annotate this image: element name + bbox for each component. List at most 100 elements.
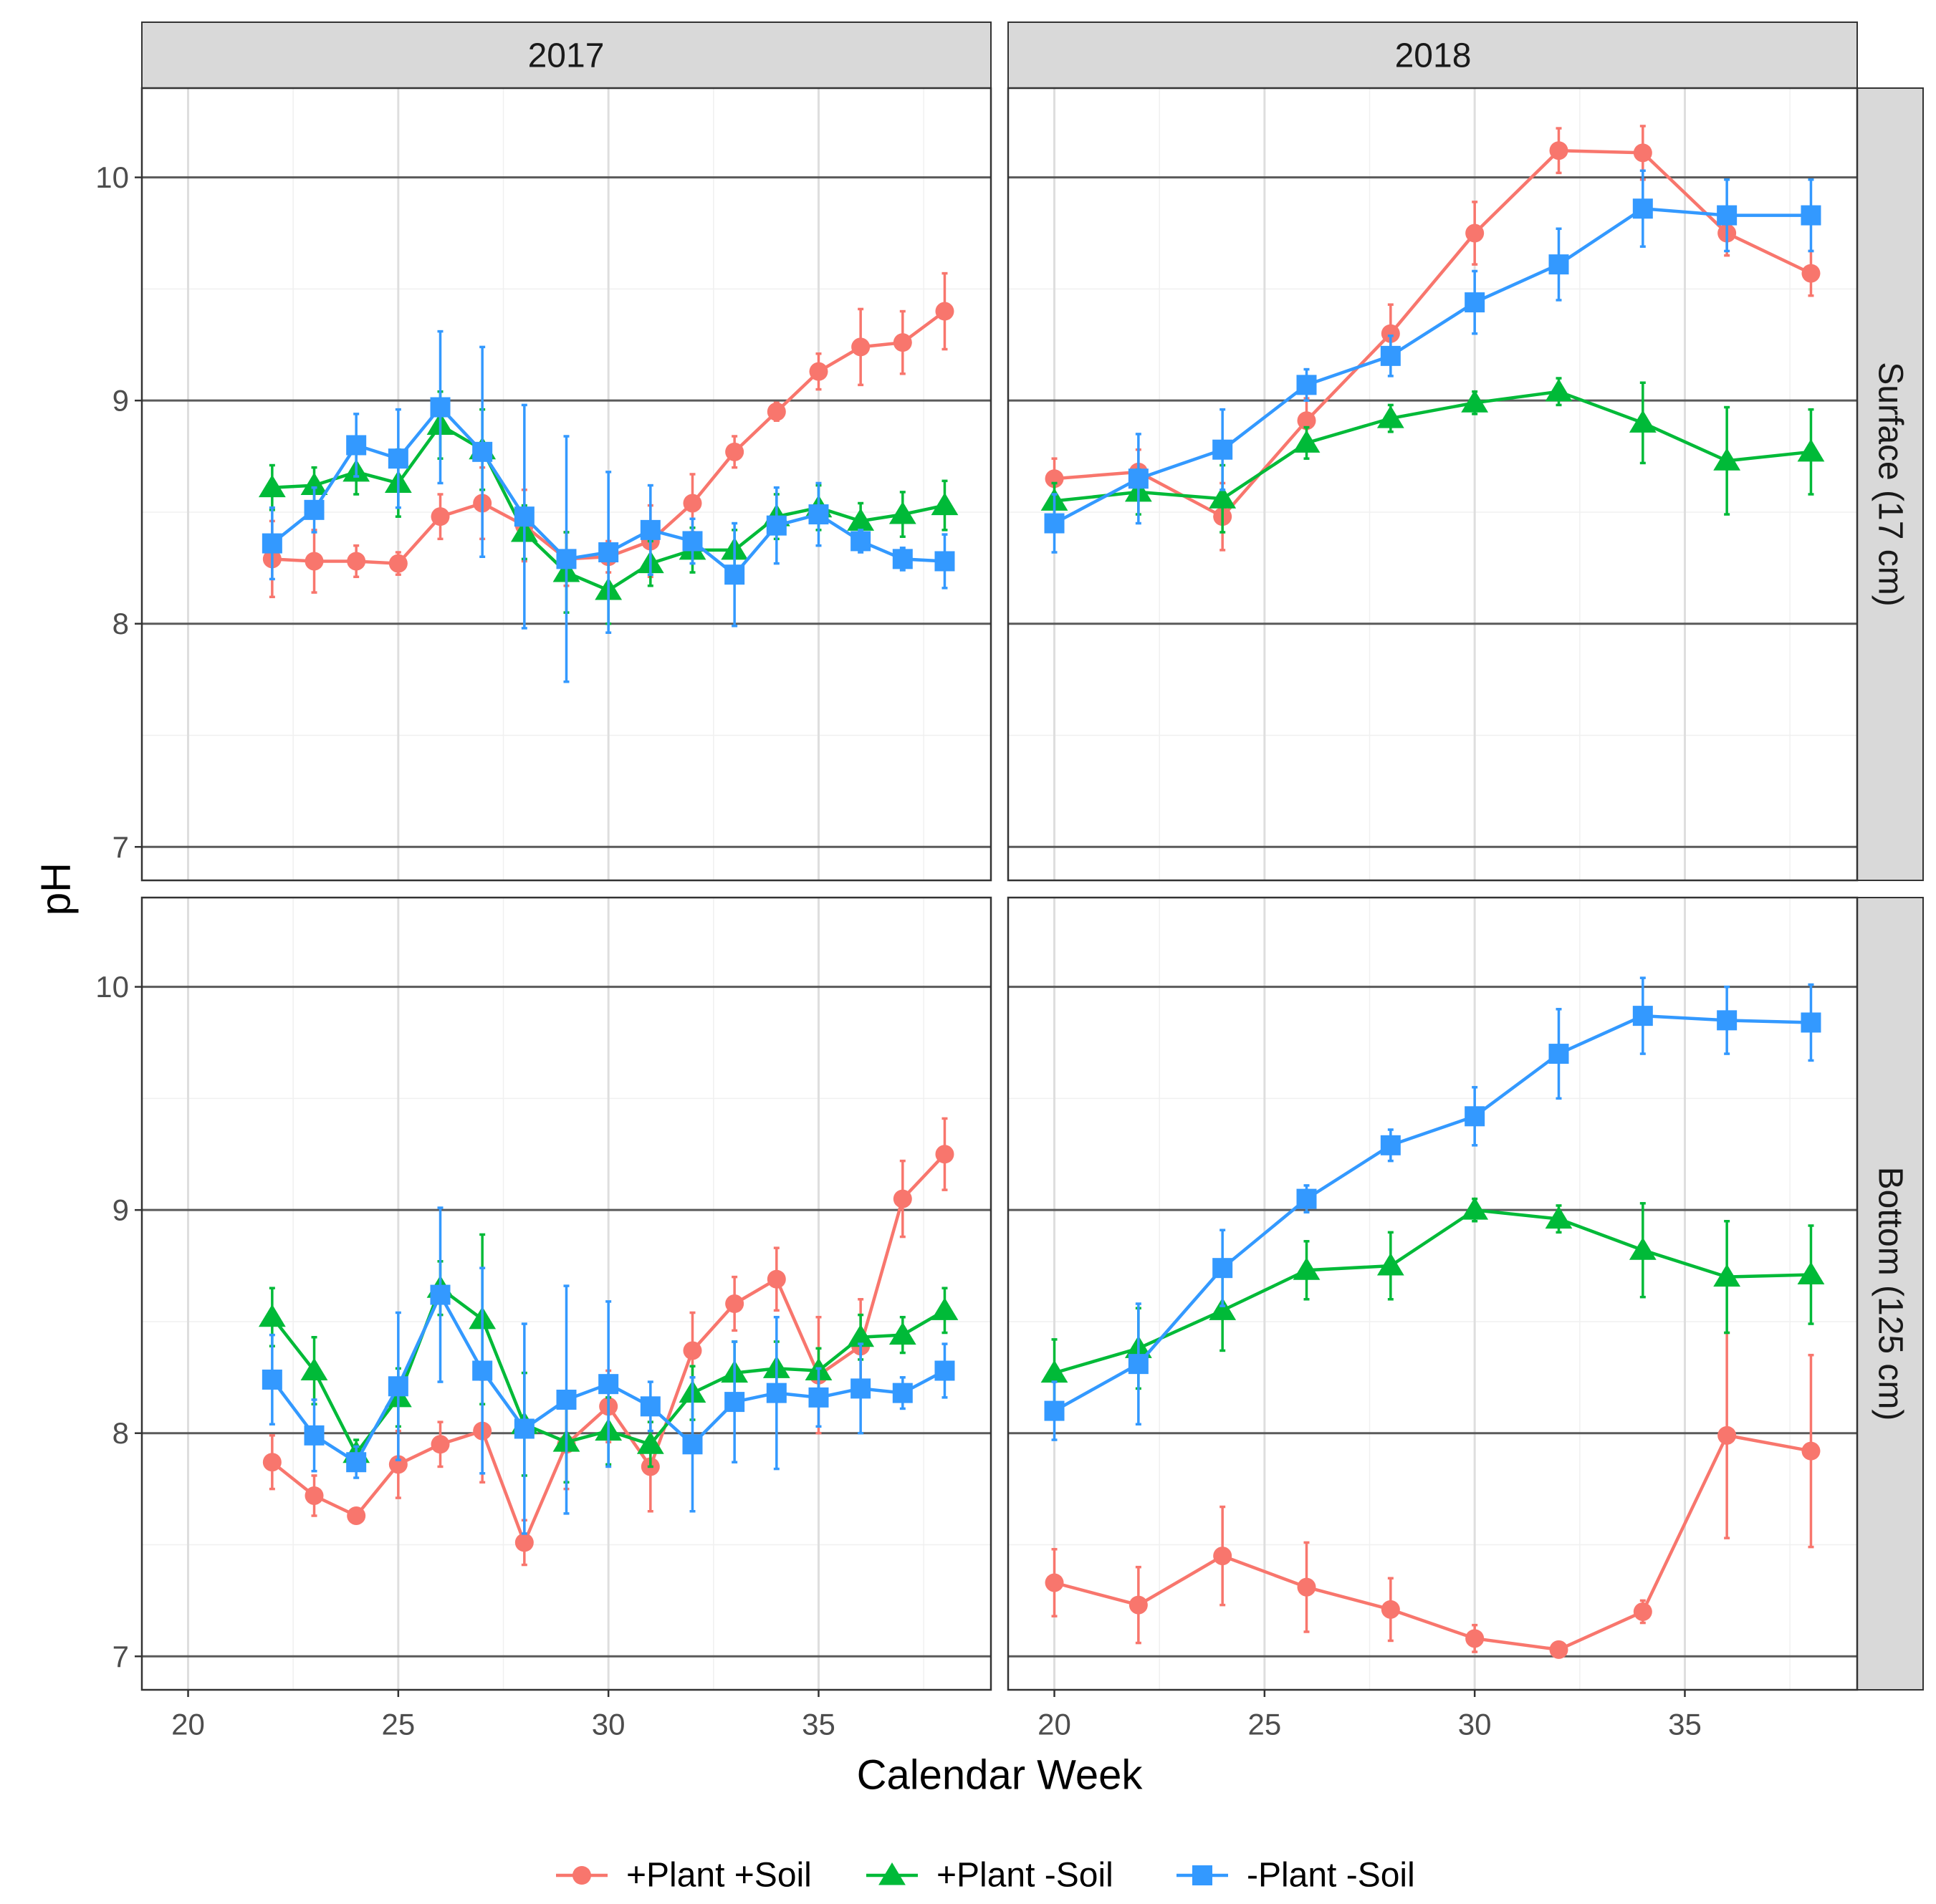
data-point xyxy=(1465,223,1485,243)
data-point xyxy=(725,442,744,461)
data-point xyxy=(1461,1197,1489,1220)
data-point xyxy=(1297,411,1316,431)
data-point xyxy=(1713,1264,1741,1287)
panel-2018-bottom xyxy=(1007,896,1859,1691)
data-point xyxy=(430,397,451,418)
y-tick-label: 9 xyxy=(112,384,129,418)
data-point xyxy=(1045,469,1064,489)
series-plant-soil-2018-bottom-125-cm xyxy=(1045,1331,1821,1659)
data-point xyxy=(430,1284,451,1305)
x-tick-label: 20 xyxy=(1038,1708,1071,1741)
data-point xyxy=(850,531,871,552)
data-point xyxy=(1632,198,1653,219)
data-point xyxy=(934,1360,955,1381)
data-point xyxy=(636,1431,664,1454)
data-point xyxy=(931,1297,959,1320)
data-point xyxy=(1380,1135,1401,1155)
legend-label: -Plant -Soil xyxy=(1247,1857,1415,1895)
data-point xyxy=(767,1269,786,1289)
data-point xyxy=(514,506,535,527)
series-line xyxy=(1053,1433,1811,1652)
data-point xyxy=(892,549,913,569)
data-point xyxy=(1717,1425,1737,1445)
data-point xyxy=(388,1455,408,1474)
x-tick-label: 30 xyxy=(592,1708,626,1741)
data-point xyxy=(388,448,408,469)
data-point xyxy=(598,542,619,563)
data-point xyxy=(346,1452,367,1473)
data-point xyxy=(725,1294,744,1314)
x-tick-label: 20 xyxy=(171,1708,205,1741)
data-point xyxy=(682,1434,703,1455)
series-line xyxy=(1053,206,1811,525)
data-point xyxy=(1549,141,1568,160)
data-point xyxy=(934,551,955,572)
strip-2017 xyxy=(141,21,992,89)
strip-surface xyxy=(1856,87,1924,881)
data-point xyxy=(514,1533,534,1552)
y-axis-ticks-surface: 7 8 9 10 xyxy=(95,160,142,864)
legend-key-marker xyxy=(1192,1865,1212,1885)
data-point xyxy=(1717,1010,1738,1031)
series-plant-soil-2018-surface-17-cm xyxy=(1044,169,1821,554)
data-point xyxy=(472,441,493,462)
data-point xyxy=(1040,1360,1068,1383)
data-point xyxy=(300,1357,328,1380)
data-point xyxy=(1296,1188,1317,1209)
data-point xyxy=(304,499,325,520)
data-point xyxy=(346,435,367,456)
data-point xyxy=(809,362,828,381)
data-point xyxy=(388,554,408,573)
y-axis-ticks-bottom: 7 8 9 10 xyxy=(95,970,142,1673)
data-point xyxy=(892,1383,913,1403)
data-point xyxy=(847,508,875,531)
y-tick-label: 8 xyxy=(112,607,129,640)
data-point xyxy=(388,1376,408,1397)
panel-2017-bottom xyxy=(140,896,992,1691)
data-point xyxy=(683,1341,702,1360)
data-point xyxy=(893,1189,912,1208)
data-point xyxy=(1545,378,1573,402)
data-point xyxy=(1545,1206,1573,1229)
data-point xyxy=(1128,1595,1148,1615)
series-plant-soil-2017-surface-17-cm xyxy=(262,330,955,683)
data-point xyxy=(1717,205,1738,226)
data-point xyxy=(1465,292,1485,313)
data-point xyxy=(262,533,282,554)
data-point xyxy=(1461,390,1489,413)
data-point xyxy=(1801,1441,1821,1461)
data-point xyxy=(1045,1573,1064,1592)
strip-2018 xyxy=(1007,21,1858,89)
strip-label-2017: 2017 xyxy=(528,37,605,75)
data-point xyxy=(300,472,328,496)
data-point xyxy=(1381,1600,1400,1619)
data-point xyxy=(1376,1253,1404,1276)
legend-item-plant-soil: +Plant -Soil xyxy=(866,1857,1113,1895)
data-point xyxy=(1209,486,1237,509)
data-point xyxy=(1293,430,1321,453)
legend-key-marker xyxy=(878,1862,906,1885)
data-point xyxy=(724,1392,745,1413)
data-point xyxy=(1381,324,1400,343)
y-axis-title: pH xyxy=(33,862,80,915)
x-axis-title: Calendar Week xyxy=(857,1752,1144,1799)
x-tick-label: 30 xyxy=(1458,1708,1492,1741)
data-point xyxy=(1633,143,1652,163)
y-tick-label: 9 xyxy=(112,1193,129,1227)
data-point xyxy=(431,507,450,527)
panel-border xyxy=(1007,896,1859,1691)
y-tick-label: 10 xyxy=(95,160,129,194)
data-point xyxy=(1465,1629,1485,1648)
data-point xyxy=(1629,1237,1657,1260)
data-point xyxy=(1376,405,1404,428)
data-point xyxy=(766,515,787,536)
series-plant-soil-2017-bottom-125-cm xyxy=(262,1206,955,1535)
data-point xyxy=(262,1369,282,1390)
series-line xyxy=(1054,390,1811,503)
data-point xyxy=(888,501,916,524)
data-point xyxy=(851,337,871,357)
data-point xyxy=(1633,1602,1652,1621)
data-point xyxy=(893,333,912,352)
legend-key-marker xyxy=(572,1866,591,1885)
